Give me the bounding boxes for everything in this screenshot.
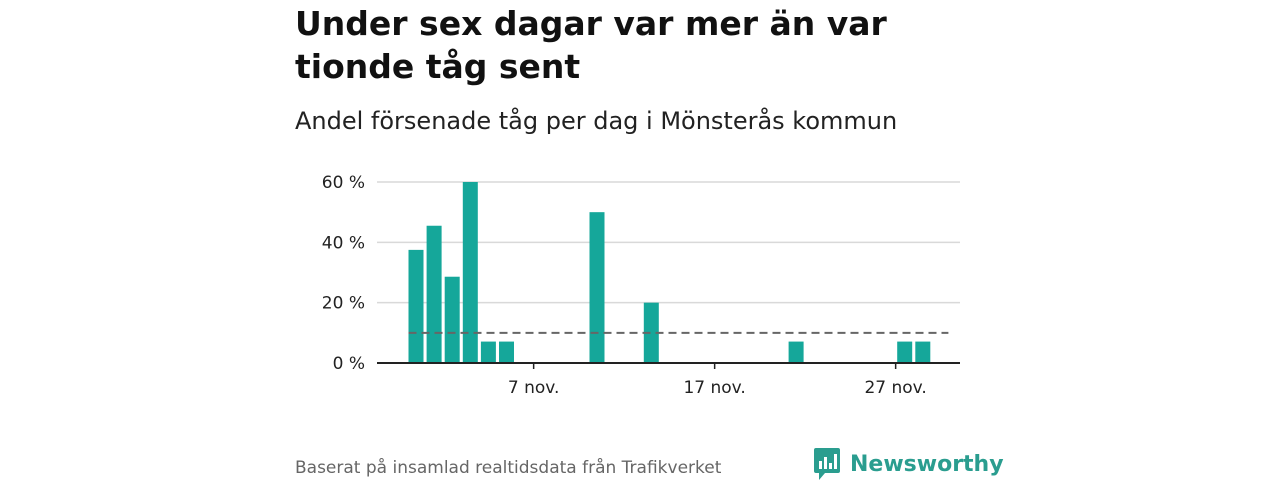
bar [426,225,442,363]
bar [915,341,931,363]
newsworthy-logo-icon [814,448,840,480]
bar [408,249,424,363]
bar [589,212,605,363]
y-tick-label: 40 % [322,233,365,253]
y-tick-label: 0 % [333,354,365,374]
x-axis-ticks: 7 nov. 17 nov. 27 nov. [508,363,927,398]
bar [499,341,514,363]
brand-name: Newsworthy [850,451,1004,477]
chart-subtitle: Andel försenade tåg per dag i Mönsterås … [295,107,898,135]
bar [788,341,804,363]
source-note: Baserat på insamlad realtidsdata från Tr… [295,458,722,478]
brand-logo: Newsworthy [813,446,1004,482]
y-tick-label: 60 % [322,173,365,193]
bar [462,182,478,363]
bar [480,341,496,363]
bar [444,276,460,363]
y-axis-ticks: 0 % 20 % 40 % 60 % [322,173,365,374]
chart-title: Under sex dagar var mer än var tionde tå… [295,4,887,86]
x-tick-label: 7 nov. [508,378,560,398]
bar-series [408,182,931,363]
bar [897,341,913,363]
x-tick-label: 17 nov. [683,378,745,398]
y-tick-label: 20 % [322,294,365,314]
bar [643,302,659,363]
bar-chart: 0 % 20 % 40 % 60 % 7 nov. 17 nov. 27 nov. [322,173,960,398]
chart-container: Under sex dagar var mer än var tionde tå… [295,0,1004,480]
x-tick-label: 27 nov. [864,378,926,398]
